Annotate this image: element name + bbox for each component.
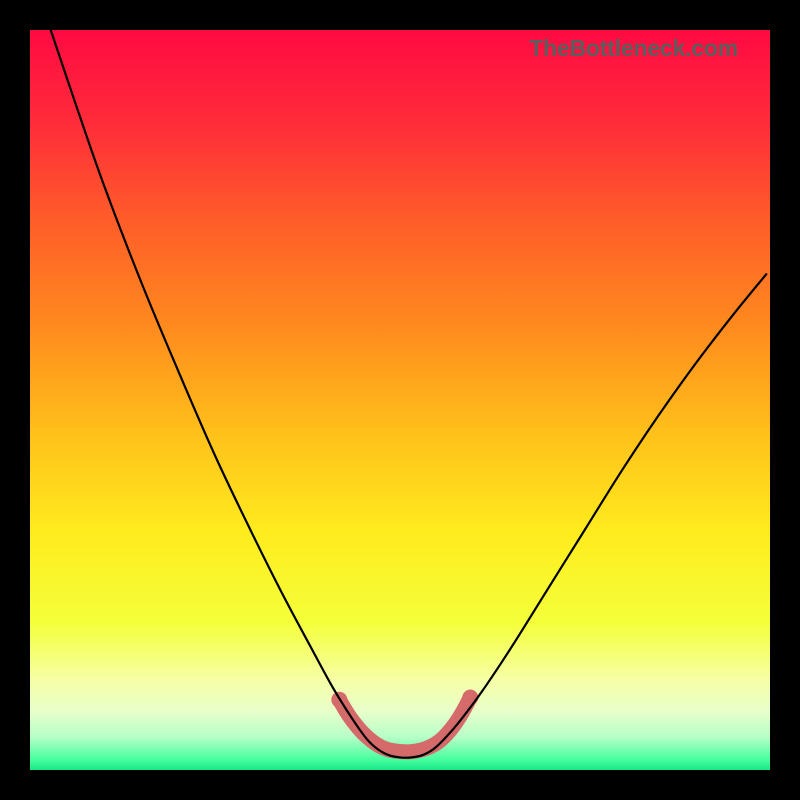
plot-area xyxy=(30,30,770,770)
highlight-end-dot xyxy=(462,689,478,705)
bottleneck-curve-chart xyxy=(30,30,770,770)
bottleneck-curve xyxy=(51,30,767,758)
watermark-text: TheBottleneck.com xyxy=(529,35,738,62)
optimal-range-highlight xyxy=(339,697,470,751)
chart-frame: TheBottleneck.com xyxy=(0,0,800,800)
